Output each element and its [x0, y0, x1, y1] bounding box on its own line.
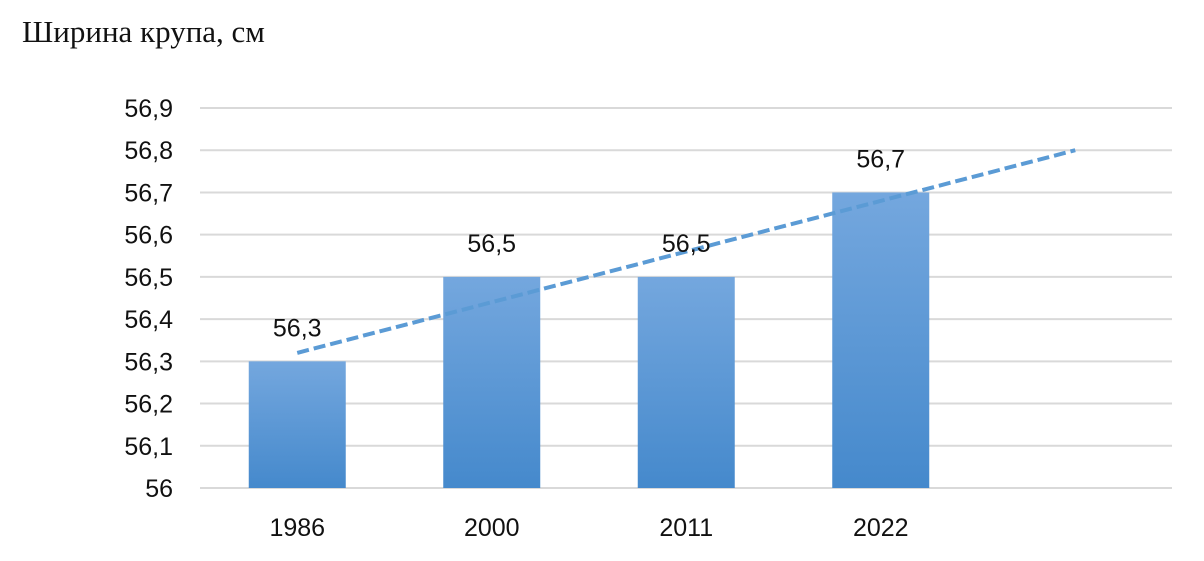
y-tick-label: 56,4 — [124, 306, 173, 334]
x-tick-label: 2022 — [853, 514, 909, 542]
bar — [248, 361, 346, 488]
data-label: 56,5 — [467, 230, 516, 258]
y-tick-label: 56,6 — [124, 222, 173, 250]
bar — [832, 192, 930, 488]
y-tick-label: 56,2 — [124, 391, 173, 419]
x-tick-label: 2000 — [464, 514, 520, 542]
bar — [443, 276, 541, 488]
trendline-layer — [296, 148, 1076, 355]
data-labels: 56,3 56,5 56,5 56,7 — [273, 145, 905, 342]
y-tick-label: 56,3 — [124, 348, 173, 376]
x-tick-label: 2011 — [659, 514, 713, 542]
x-axis: 1986 2000 2011 2022 — [269, 514, 908, 542]
y-axis: 56 56,1 56,2 56,3 56,4 56,5 56,6 56,7 56,8 56,9 — [124, 95, 173, 503]
data-label: 56,5 — [662, 230, 711, 258]
data-label: 56,3 — [273, 314, 322, 342]
trendline — [296, 148, 1076, 355]
data-label: 56,7 — [856, 145, 905, 173]
y-tick-label: 56,8 — [124, 137, 173, 165]
y-tick-label: 56,5 — [124, 264, 173, 292]
y-tick-label: 56 — [145, 475, 173, 503]
y-tick-label: 56,1 — [124, 433, 173, 461]
chart-title: Ширина крупа, см — [22, 14, 265, 49]
bar — [637, 276, 735, 488]
bars — [248, 192, 930, 488]
y-tick-label: 56,9 — [124, 95, 173, 123]
x-tick-label: 1986 — [269, 514, 325, 542]
y-tick-label: 56,7 — [124, 179, 173, 207]
